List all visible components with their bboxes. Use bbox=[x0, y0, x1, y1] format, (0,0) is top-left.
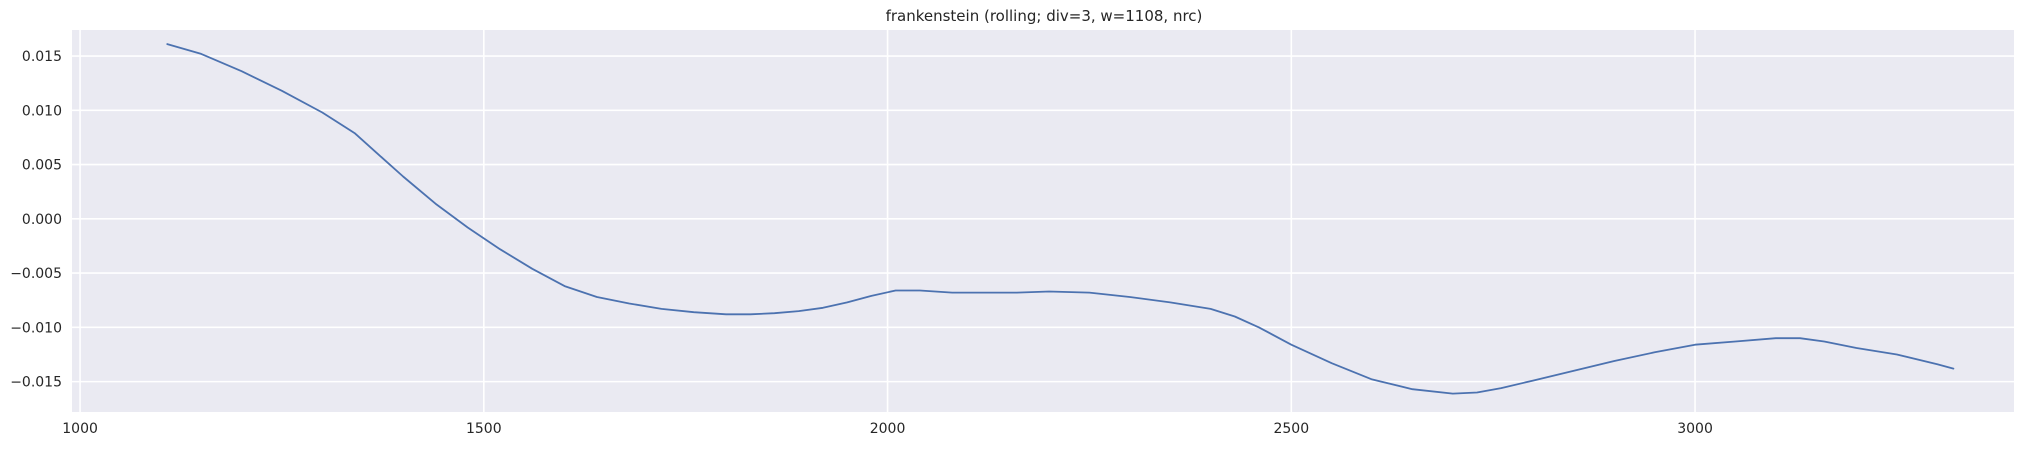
y-tick-label: −0.005 bbox=[10, 266, 62, 282]
y-tick-label: −0.015 bbox=[10, 375, 62, 391]
x-tick-label: 1000 bbox=[62, 421, 98, 437]
y-tick-label: 0.010 bbox=[22, 103, 62, 119]
x-tick-label: 1500 bbox=[466, 421, 502, 437]
series-line bbox=[166, 43, 1955, 395]
y-tick-label: 0.015 bbox=[22, 49, 62, 65]
x-axis-ticks: 1000 1500 2000 2500 3000 bbox=[62, 421, 1713, 437]
y-tick-label: 0.000 bbox=[22, 212, 62, 228]
y-tick-label: 0.005 bbox=[22, 158, 62, 174]
chart-title: frankenstein (rolling; div=3, w=1108, nr… bbox=[886, 7, 1203, 25]
plot-background bbox=[72, 30, 2014, 412]
series-layer bbox=[166, 43, 1955, 395]
grid-layer bbox=[72, 30, 2014, 412]
x-tick-label: 2500 bbox=[1273, 421, 1309, 437]
y-tick-label: −0.010 bbox=[10, 320, 62, 336]
x-tick-label: 2000 bbox=[870, 421, 906, 437]
y-axis-ticks: 0.015 0.010 0.005 0.000 −0.005 −0.010 −0.015 bbox=[10, 49, 62, 391]
x-tick-label: 3000 bbox=[1677, 421, 1713, 437]
